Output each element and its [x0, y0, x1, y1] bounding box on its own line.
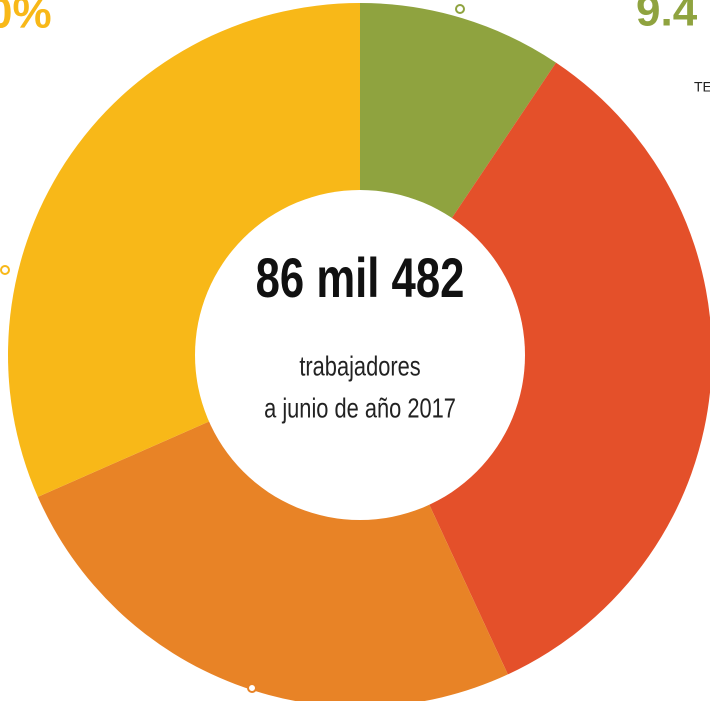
connector-dot [0, 265, 10, 275]
connectors [0, 4, 465, 693]
annotation: 9.4 [636, 0, 698, 36]
annotation: TE [694, 79, 710, 95]
connector-dot [247, 683, 257, 693]
connector-dot [455, 4, 465, 14]
center-label: trabajadores [299, 351, 420, 382]
donut-hole [195, 190, 525, 520]
center-label: a junio de año 2017 [264, 393, 456, 424]
annotation: 0% [0, 0, 52, 38]
center-text: 86 mil 482 trabajadores a junio de año 2… [256, 247, 465, 424]
wedge [360, 62, 710, 675]
center-value: 86 mil 482 [256, 247, 465, 309]
